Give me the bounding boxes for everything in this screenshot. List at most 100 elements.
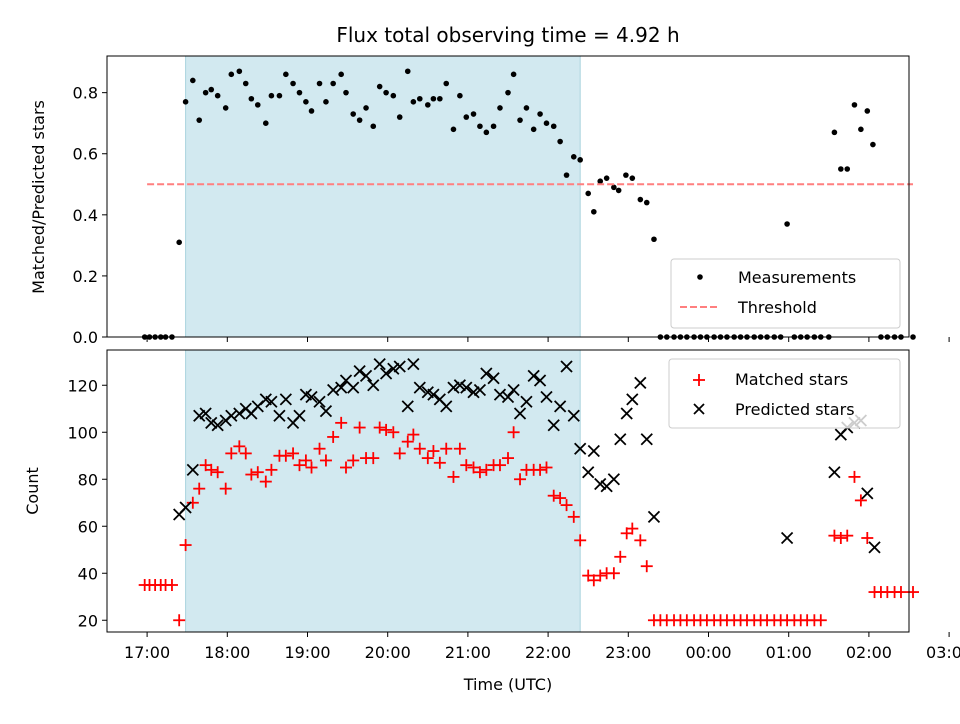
measurement-point xyxy=(222,105,229,111)
measurement-point xyxy=(248,95,255,102)
measurement-point xyxy=(202,89,209,96)
matched-stars-point xyxy=(480,463,493,476)
measurement-point xyxy=(350,111,357,117)
top-plot-frame xyxy=(106,55,910,338)
matched-stars-point xyxy=(186,496,199,509)
matched-stars-point xyxy=(594,569,607,582)
measurement-point xyxy=(242,80,249,87)
predicted-stars-point xyxy=(393,360,406,373)
measurement-point xyxy=(563,172,570,178)
measurement-point xyxy=(629,175,636,181)
matched-stars-point xyxy=(205,463,218,476)
predicted-stars-point xyxy=(193,409,206,422)
matched-stars-point xyxy=(447,470,460,483)
measurement-point xyxy=(585,190,591,197)
y-tick-label: 60 xyxy=(78,517,98,536)
matched-stars-point xyxy=(460,459,473,472)
matched-stars-point xyxy=(335,416,348,429)
measurement-point xyxy=(577,157,583,163)
matched-stars-point xyxy=(861,532,874,544)
matched-stars-point xyxy=(854,494,867,507)
predicted-stars-point xyxy=(401,400,414,413)
measurement-point xyxy=(410,99,417,105)
predicted-stars-point xyxy=(293,409,306,422)
measurement-point xyxy=(570,153,577,160)
predicted-stars-point xyxy=(186,463,199,476)
predicted-stars-point xyxy=(305,390,318,404)
x-tick-label: 21:00 xyxy=(445,643,491,662)
measurement-point xyxy=(844,166,851,172)
x-tick-label: 03:00 xyxy=(926,643,960,662)
legend-measurements-label: Measurements xyxy=(738,268,856,287)
predicted-stars-point xyxy=(620,407,633,420)
matched-stars-point xyxy=(453,442,466,455)
predicted-stars-point xyxy=(440,400,453,413)
measurement-point xyxy=(290,80,296,87)
bottom-legend-box xyxy=(668,358,901,429)
measurement-point xyxy=(537,111,543,117)
matched-stars-point xyxy=(560,499,573,512)
predicted-stars-point xyxy=(273,409,286,422)
predicted-stars-point xyxy=(520,395,533,408)
matched-stars-point xyxy=(473,466,486,479)
measurement-point xyxy=(330,80,336,87)
matched-stars-point xyxy=(502,452,514,465)
matched-stars-point xyxy=(259,475,272,488)
predicted-stars-point xyxy=(493,388,507,401)
matched-stars-point xyxy=(299,454,312,467)
predicted-stars-point xyxy=(607,473,621,486)
measurement-point xyxy=(443,80,450,87)
predicted-stars-point xyxy=(634,376,647,390)
top-y-ticks: 0.0 0.2 0.4 0.6 0.8 xyxy=(73,84,107,347)
predicted-stars-point xyxy=(407,357,420,371)
legend-measurements-marker xyxy=(697,274,703,280)
measurement-point xyxy=(182,99,189,105)
measurement-point xyxy=(363,105,369,111)
top-legend: Measurements Threshold xyxy=(670,258,901,329)
predicted-stars-point xyxy=(373,357,386,371)
predicted-stars-point xyxy=(574,442,587,455)
measurement-point xyxy=(651,236,657,243)
predicted-stars-point xyxy=(225,409,238,422)
bottom-legend: Matched stars Predicted stars xyxy=(668,358,901,429)
matched-stars-point xyxy=(313,442,326,455)
matched-stars-point xyxy=(587,574,600,587)
measurement-point xyxy=(463,114,470,120)
measurement-point xyxy=(276,92,283,99)
matched-stars-point xyxy=(327,430,340,443)
predicted-stars-point xyxy=(567,409,580,422)
measurement-point xyxy=(370,123,377,130)
matched-stars-point xyxy=(567,510,580,523)
predicted-stars-point xyxy=(640,433,653,446)
y-tick-label: 80 xyxy=(78,470,98,489)
legend-predicted-label: Predicted stars xyxy=(735,400,855,419)
predicted-stars-point xyxy=(614,433,627,446)
matched-stars-point xyxy=(251,466,264,479)
matched-stars-point xyxy=(165,579,178,591)
predicted-stars-point xyxy=(473,383,487,397)
matched-stars-point xyxy=(413,442,426,455)
measurement-point xyxy=(910,334,916,340)
matched-stars-point xyxy=(841,529,854,542)
y-tick-label: 0.0 xyxy=(73,328,98,347)
predicted-stars-point xyxy=(507,383,520,397)
measurement-point xyxy=(176,239,182,246)
measurement-point xyxy=(477,123,483,130)
predicted-stars-point xyxy=(560,360,573,373)
measurement-point xyxy=(523,105,530,111)
predicted-stars-point xyxy=(319,404,333,418)
measurement-point xyxy=(262,120,269,126)
measurement-point xyxy=(356,117,363,123)
matched-stars-point xyxy=(433,456,446,469)
predicted-stars-point xyxy=(379,367,393,380)
y-tick-label: 0.2 xyxy=(73,267,98,286)
predicted-stars-point xyxy=(587,444,600,458)
x-tick-label: 17:00 xyxy=(124,643,170,662)
matched-stars-point xyxy=(173,614,186,627)
matched-stars-point xyxy=(233,440,246,453)
matched-stars-point xyxy=(507,426,520,439)
measurement-point xyxy=(591,208,597,215)
y-tick-label: 100 xyxy=(67,423,98,442)
x-tick-label: 02:00 xyxy=(846,643,892,662)
matched-stars-point xyxy=(427,445,440,458)
